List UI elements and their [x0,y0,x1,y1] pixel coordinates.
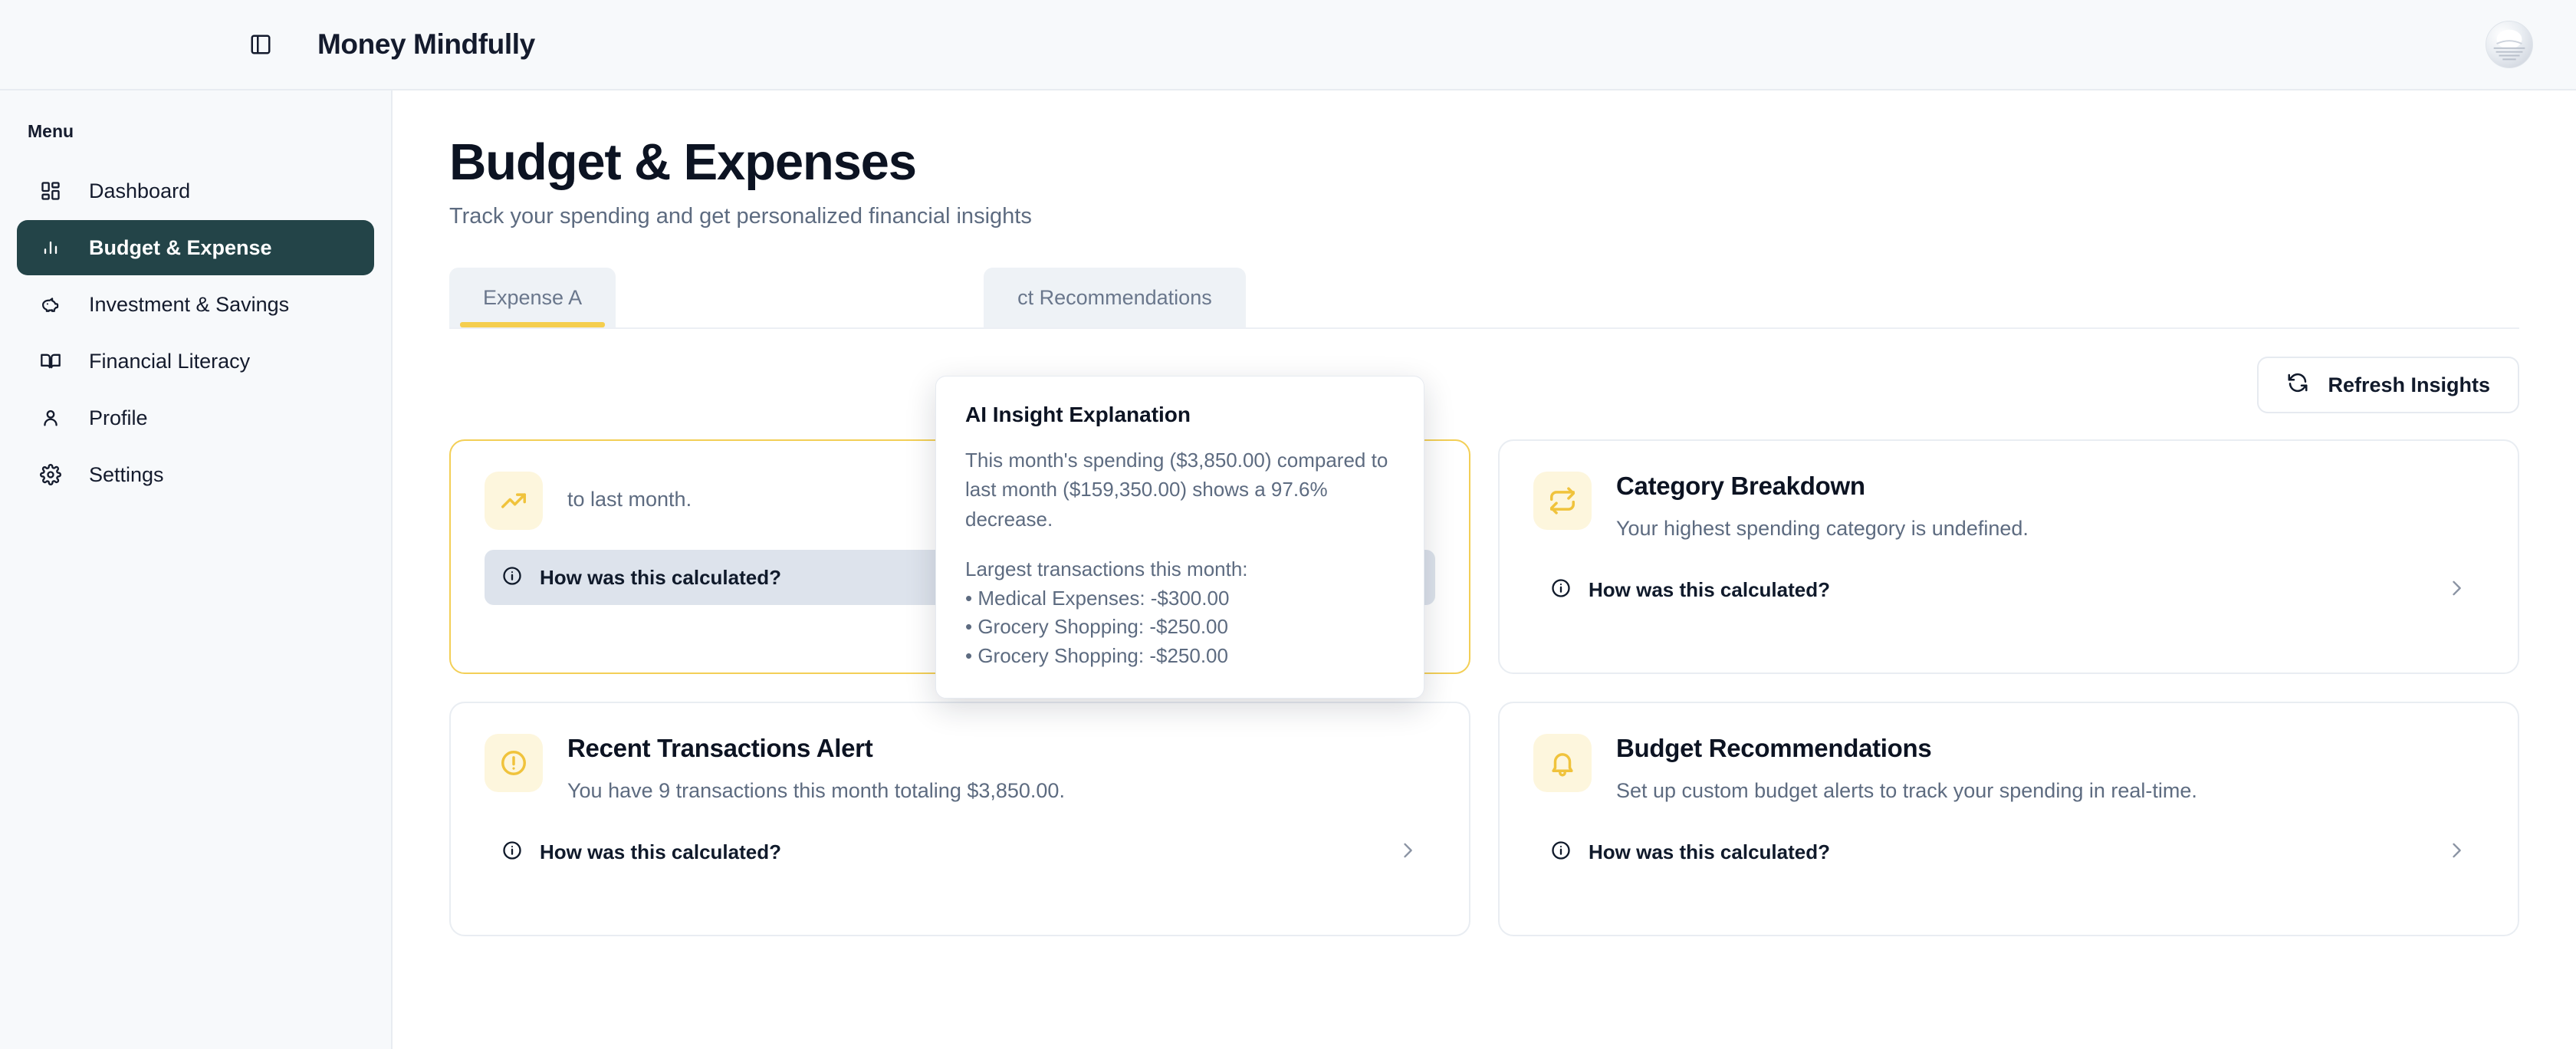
tab-product-recommendations[interactable]: ct Recommendations [984,268,1246,328]
tab-bar: Expense A ct Recommendations [449,268,2519,330]
toolbar-row: Refresh Insights [449,357,2519,414]
gear-icon [35,459,66,490]
card-body: to last month. [567,472,1435,513]
how-was-this-calculated-label: How was this calculated? [1589,578,1830,602]
sidebar-item-dashboard[interactable]: Dashboard [17,163,374,219]
refresh-insights-label: Refresh Insights [2328,373,2490,396]
page-title: Budget & Expenses [449,133,917,191]
card-header: Category Breakdown Your highest spending… [1533,472,2484,542]
insight-card-grid: to last month. How was this calculated? [449,439,2519,937]
info-icon [1550,840,1572,865]
card-header: Recent Transactions Alert You have 9 tra… [485,734,1435,804]
card-header: to last month. [485,472,1435,531]
info-icon [1550,577,1572,603]
book-open-icon [35,346,66,377]
refresh-insights-button[interactable]: Refresh Insights [2257,357,2519,414]
tooltip-list-item: • Grocery Shopping: -$250.00 [965,643,1228,667]
chevron-right-icon [1397,840,1418,865]
card-description: to last month. [567,488,692,511]
tab-label: Expense A [483,285,583,309]
insight-card-category-breakdown: Category Breakdown Your highest spending… [1498,439,2519,675]
insight-card-budget-recommendations: Budget Recommendations Set up custom bud… [1498,702,2519,937]
card-body: Recent Transactions Alert You have 9 tra… [567,734,1435,804]
tooltip-list-item: • Medical Expenses: -$300.00 [965,586,1230,610]
chevron-right-icon [2446,577,2467,603]
body-wrapper: Menu Dashboard Budget & Expense [0,90,2576,1049]
piggy-bank-icon [35,289,66,320]
avatar[interactable] [2486,21,2533,68]
sidebar-item-investment-savings[interactable]: Investment & Savings [17,277,374,332]
layout-grid-icon [35,176,66,206]
sidebar-item-label: Profile [89,406,148,429]
ai-insight-tooltip: AI Insight Explanation This month's spen… [935,376,1424,699]
how-was-this-calculated-row[interactable]: How was this calculated? [485,825,1435,880]
tooltip-list-item: • Grocery Shopping: -$250.00 [965,615,1228,639]
tooltip-list-heading: Largest transactions this month: [965,557,1248,581]
foot-left: How was this calculated? [501,565,781,590]
sidebar-item-settings[interactable]: Settings [17,447,374,502]
how-was-this-calculated-row[interactable]: How was this calculated? [1533,825,2484,880]
bar-chart-icon [35,232,66,263]
sidebar-item-label: Dashboard [89,179,191,202]
app-brand-title: Money Mindfully [317,28,535,60]
card-title: Recent Transactions Alert [567,734,873,763]
bell-icon [1533,734,1592,793]
tooltip-title: AI Insight Explanation [965,403,1191,426]
card-body: Budget Recommendations Set up custom bud… [1616,734,2484,804]
card-title: Category Breakdown [1616,472,1865,501]
sidebar-item-label: Settings [89,462,164,486]
user-icon [35,403,66,433]
page-subtitle: Track your spending and get personalized… [449,204,1032,229]
how-was-this-calculated-label: How was this calculated? [540,840,781,864]
sidebar-item-financial-literacy[interactable]: Financial Literacy [17,334,374,389]
tab-label: ct Recommendations [1017,285,1212,309]
sidebar-section-label: Menu [28,121,74,141]
panel-left-icon[interactable] [244,28,278,61]
how-was-this-calculated-label: How was this calculated? [540,565,781,589]
foot-left: How was this calculated? [1550,840,1830,865]
sidebar-item-label: Budget & Expense [89,235,272,259]
top-header: Money Mindfully [0,0,2576,90]
card-description: Your highest spending category is undefi… [1616,517,2029,541]
chevron-right-icon [2446,840,2467,865]
card-body: Category Breakdown Your highest spending… [1616,472,2484,542]
foot-left: How was this calculated? [1550,577,1830,603]
insight-card-recent-transactions: Recent Transactions Alert You have 9 tra… [449,702,1470,937]
info-icon [501,840,523,865]
info-icon [501,565,523,590]
sidebar: Menu Dashboard Budget & Expense [0,90,393,1049]
alert-circle-icon [485,734,543,793]
main-content: Budget & Expenses Track your spending an… [393,90,2576,1049]
how-was-this-calculated-label: How was this calculated? [1589,840,1830,864]
tab-expense-analysis[interactable]: Expense A [449,268,616,328]
trending-up-icon [485,472,543,531]
sidebar-item-label: Financial Literacy [89,349,251,373]
foot-left: How was this calculated? [501,840,781,865]
card-header: Budget Recommendations Set up custom bud… [1533,734,2484,804]
refresh-cw-icon [2286,371,2309,400]
sidebar-item-budget-expense[interactable]: Budget & Expense [17,220,374,275]
card-description: You have 9 transactions this month total… [567,779,1065,803]
tooltip-spacer [965,534,1395,555]
repeat-icon [1533,472,1592,531]
card-description: Set up custom budget alerts to track you… [1616,779,2197,803]
sidebar-item-profile[interactable]: Profile [17,390,374,446]
card-title: Budget Recommendations [1616,734,1932,763]
tooltip-paragraph: This month's spending ($3,850.00) compar… [965,449,1388,531]
sidebar-item-label: Investment & Savings [89,292,290,316]
how-was-this-calculated-row[interactable]: How was this calculated? [1533,563,2484,618]
